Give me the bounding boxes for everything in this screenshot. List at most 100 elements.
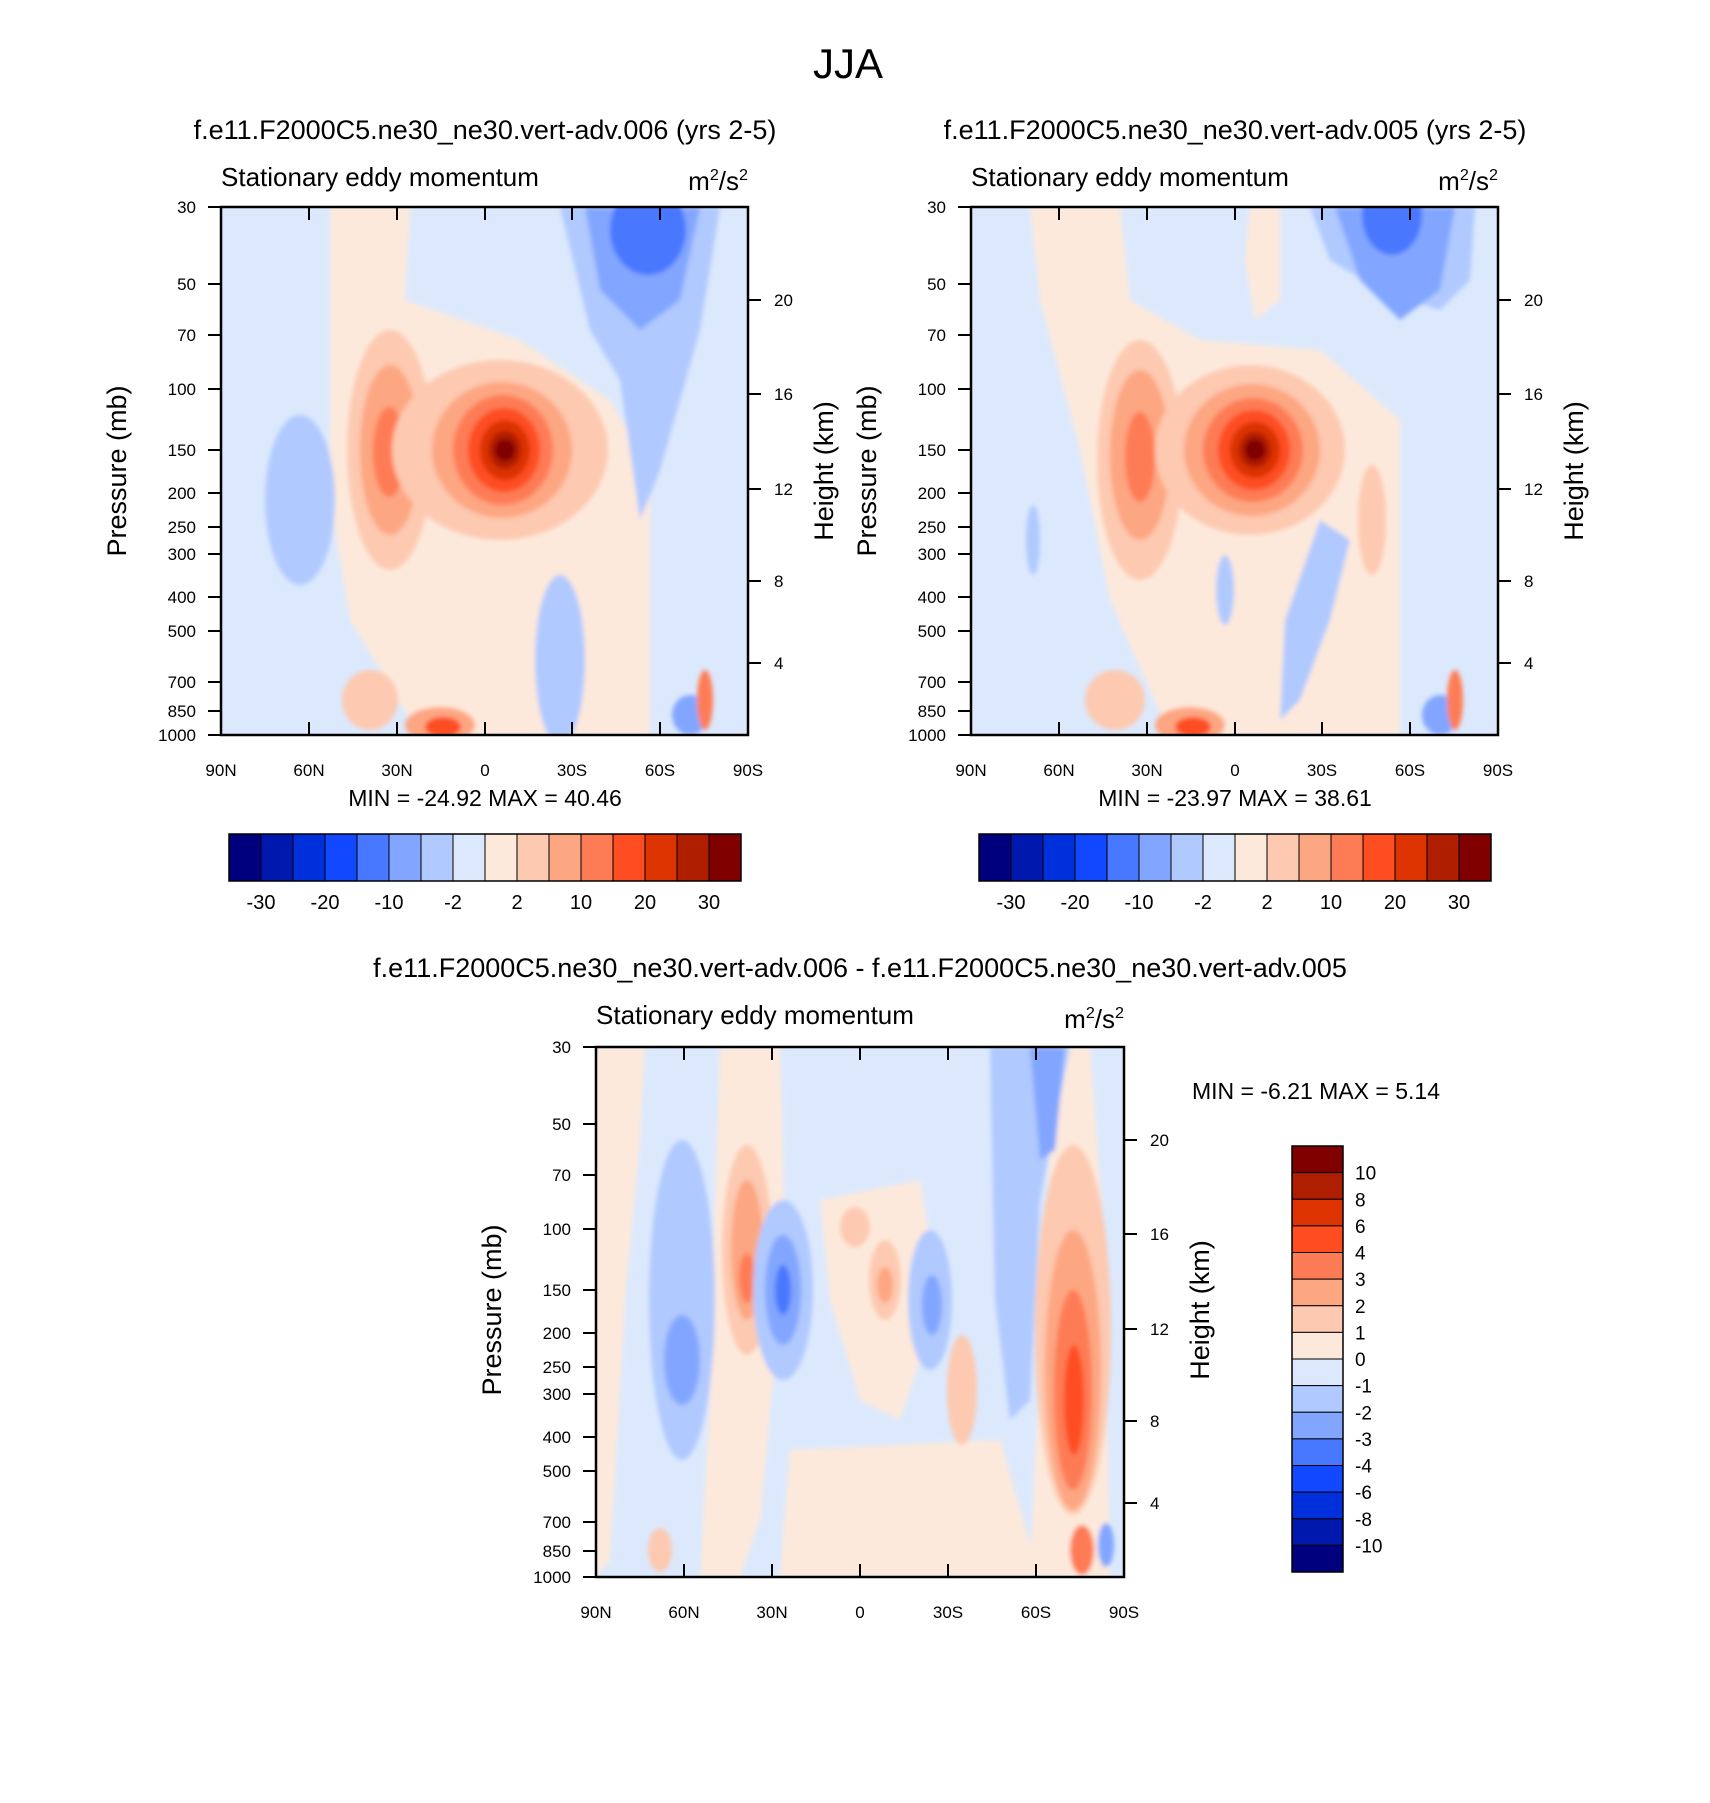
svg-text:1000: 1000 <box>533 1568 571 1587</box>
panel-a-colorbar: -30 -20 -10 -2 2 10 20 30 <box>228 833 742 914</box>
panel-diff-colorbar-label: -1 <box>1355 1377 1372 1398</box>
svg-text:8: 8 <box>1524 572 1533 591</box>
panel-b-colorbar-swatch <box>1106 833 1140 882</box>
panel-a-pressure-tick-marks <box>208 206 221 736</box>
panel-diff-pos-north <box>596 1047 645 1577</box>
panel-a-colorbar-label: 10 <box>570 892 592 914</box>
svg-text:60S: 60S <box>1395 761 1425 780</box>
panel-a-colorbar-swatch <box>644 833 678 882</box>
svg-text:4: 4 <box>1150 1494 1159 1513</box>
panel-a-colorbar-label: 20 <box>634 892 656 914</box>
panel-a-left-string: Stationary eddy momentum <box>221 162 539 192</box>
panel-diff-height-tick-marks <box>1124 1139 1137 1504</box>
panel-a-minmax: MIN = -24.92 MAX = 40.46 <box>348 785 622 811</box>
panel-b-colorbar-label: 2 <box>1261 892 1272 914</box>
panel-diff-colorbar-swatch <box>1291 1252 1344 1280</box>
panel-diff-colorbar-swatch <box>1291 1225 1344 1253</box>
panel-diff-colorbar-swatch <box>1291 1465 1344 1493</box>
panel-diff-colorbar-label: -2 <box>1355 1403 1372 1424</box>
panel-diff-colorbar-swatch <box>1291 1305 1344 1333</box>
panel-diff-pos-40n-core <box>739 1253 755 1303</box>
panel-a-jet-core <box>495 439 515 461</box>
panel-diff-colorbar-label: 4 <box>1355 1244 1366 1265</box>
panel-diff-neg-60n-l1 <box>649 1140 715 1460</box>
svg-text:50: 50 <box>552 1115 571 1134</box>
panel-a-colorbar-swatch <box>676 833 710 882</box>
panel-b-colorbar-label: -30 <box>997 892 1026 914</box>
panel-b-colorbar-swatch <box>1010 833 1044 882</box>
svg-text:90N: 90N <box>580 1603 611 1622</box>
panel-diff-height-tick-labels: 20 16 12 8 4 <box>1150 1131 1169 1513</box>
svg-text:850: 850 <box>918 702 946 721</box>
panel-diff-colorbar-swatch <box>1291 1358 1344 1387</box>
svg-text:12: 12 <box>1524 480 1543 499</box>
panel-a-case-title: f.e11.F2000C5.ne30_ne30.vert-adv.006 (yr… <box>194 115 777 145</box>
panel-a-ylabel-left: Pressure (mb) <box>102 385 132 556</box>
panel-a-neg-tropo-lobe <box>535 575 585 735</box>
panel-b-colorbar-label: -10 <box>1125 892 1154 914</box>
svg-text:30S: 30S <box>1307 761 1337 780</box>
panel-a-colorbar-label: 30 <box>698 892 720 914</box>
svg-text:16: 16 <box>1150 1225 1169 1244</box>
panel-b-colorbar-label: 30 <box>1448 892 1470 914</box>
panel-diff-ylabel-right: Height (km) <box>1185 1240 1215 1380</box>
panel-diff-colorbar-frame <box>1291 1145 1344 1573</box>
panel-diff-lat-tick-marks <box>595 1047 1125 1577</box>
panel-case-b: f.e11.F2000C5.ne30_ne30.vert-adv.005 (yr… <box>852 115 1589 914</box>
svg-text:250: 250 <box>918 518 946 537</box>
panel-b-colorbar-swatch <box>1074 833 1108 882</box>
svg-text:16: 16 <box>1524 385 1543 404</box>
panel-b-pressure-tick-labels: 30 50 70 100 150 200 250 300 400 500 700… <box>908 198 946 745</box>
panel-diff-ylabel-left: Pressure (mb) <box>477 1224 507 1395</box>
svg-text:60N: 60N <box>293 761 324 780</box>
panel-b-colorbar-swatch <box>1458 833 1492 882</box>
panel-diff-colorbar-swatch <box>1291 1172 1344 1200</box>
panel-diff-colorbar-swatch <box>1291 1491 1344 1520</box>
svg-text:700: 700 <box>918 673 946 692</box>
svg-text:4: 4 <box>1524 654 1533 673</box>
panel-b-colorbar-swatch <box>1170 833 1204 882</box>
panel-a-neg-strat-core2 <box>610 207 686 275</box>
panel-a-colorbar-frame <box>228 833 742 882</box>
panel-diff-colorbar-label: 2 <box>1355 1297 1366 1318</box>
svg-text:0: 0 <box>1230 761 1239 780</box>
panel-diff-neg-60n-l2 <box>664 1315 700 1405</box>
panel-b-neg-mid <box>1216 555 1234 625</box>
panel-b-minmax: MIN = -23.97 MAX = 38.61 <box>1098 785 1372 811</box>
svg-text:850: 850 <box>168 702 196 721</box>
panel-a-colorbar-swatch <box>484 833 518 882</box>
panel-a-lat-tick-marks <box>220 207 749 735</box>
svg-text:700: 700 <box>168 673 196 692</box>
panel-diff-colorbar-swatch <box>1291 1544 1344 1573</box>
svg-text:20: 20 <box>774 291 793 310</box>
svg-text:100: 100 <box>543 1220 571 1239</box>
svg-text:850: 850 <box>543 1542 571 1561</box>
svg-text:150: 150 <box>168 441 196 460</box>
panel-a-colorbar-swatch <box>708 833 742 882</box>
panel-a-height-tick-marks <box>748 299 761 664</box>
panel-diff-colorbar-label: -6 <box>1355 1483 1372 1504</box>
panel-b-colorbar-label: -2 <box>1194 892 1212 914</box>
panel-b-colorbar-swatch <box>1394 833 1428 882</box>
panel-b-colorbar-frame <box>978 833 1492 882</box>
svg-text:50: 50 <box>177 275 196 294</box>
panel-a-colorbar-swatch <box>292 833 326 882</box>
svg-text:50: 50 <box>927 275 946 294</box>
panel-diff-colorbar-label: -4 <box>1355 1457 1372 1478</box>
panel-b-colorbar-swatch <box>1330 833 1364 882</box>
svg-text:90S: 90S <box>1109 1603 1139 1622</box>
svg-text:1000: 1000 <box>908 726 946 745</box>
panel-b-sfc-pos-2 <box>1085 670 1145 730</box>
svg-text:70: 70 <box>552 1166 571 1185</box>
svg-text:8: 8 <box>1150 1412 1159 1431</box>
svg-text:30: 30 <box>552 1038 571 1057</box>
panel-a-colorbar-swatch <box>260 833 294 882</box>
panel-a-ylabel-right: Height (km) <box>809 401 839 541</box>
panel-diff-units: m2/s2 <box>1064 1004 1124 1034</box>
panel-diff-colorbar-label: 10 <box>1355 1164 1376 1185</box>
svg-text:8: 8 <box>774 572 783 591</box>
svg-text:4: 4 <box>774 654 783 673</box>
panel-diff-colorbar-label: 3 <box>1355 1270 1366 1291</box>
svg-text:250: 250 <box>543 1358 571 1377</box>
